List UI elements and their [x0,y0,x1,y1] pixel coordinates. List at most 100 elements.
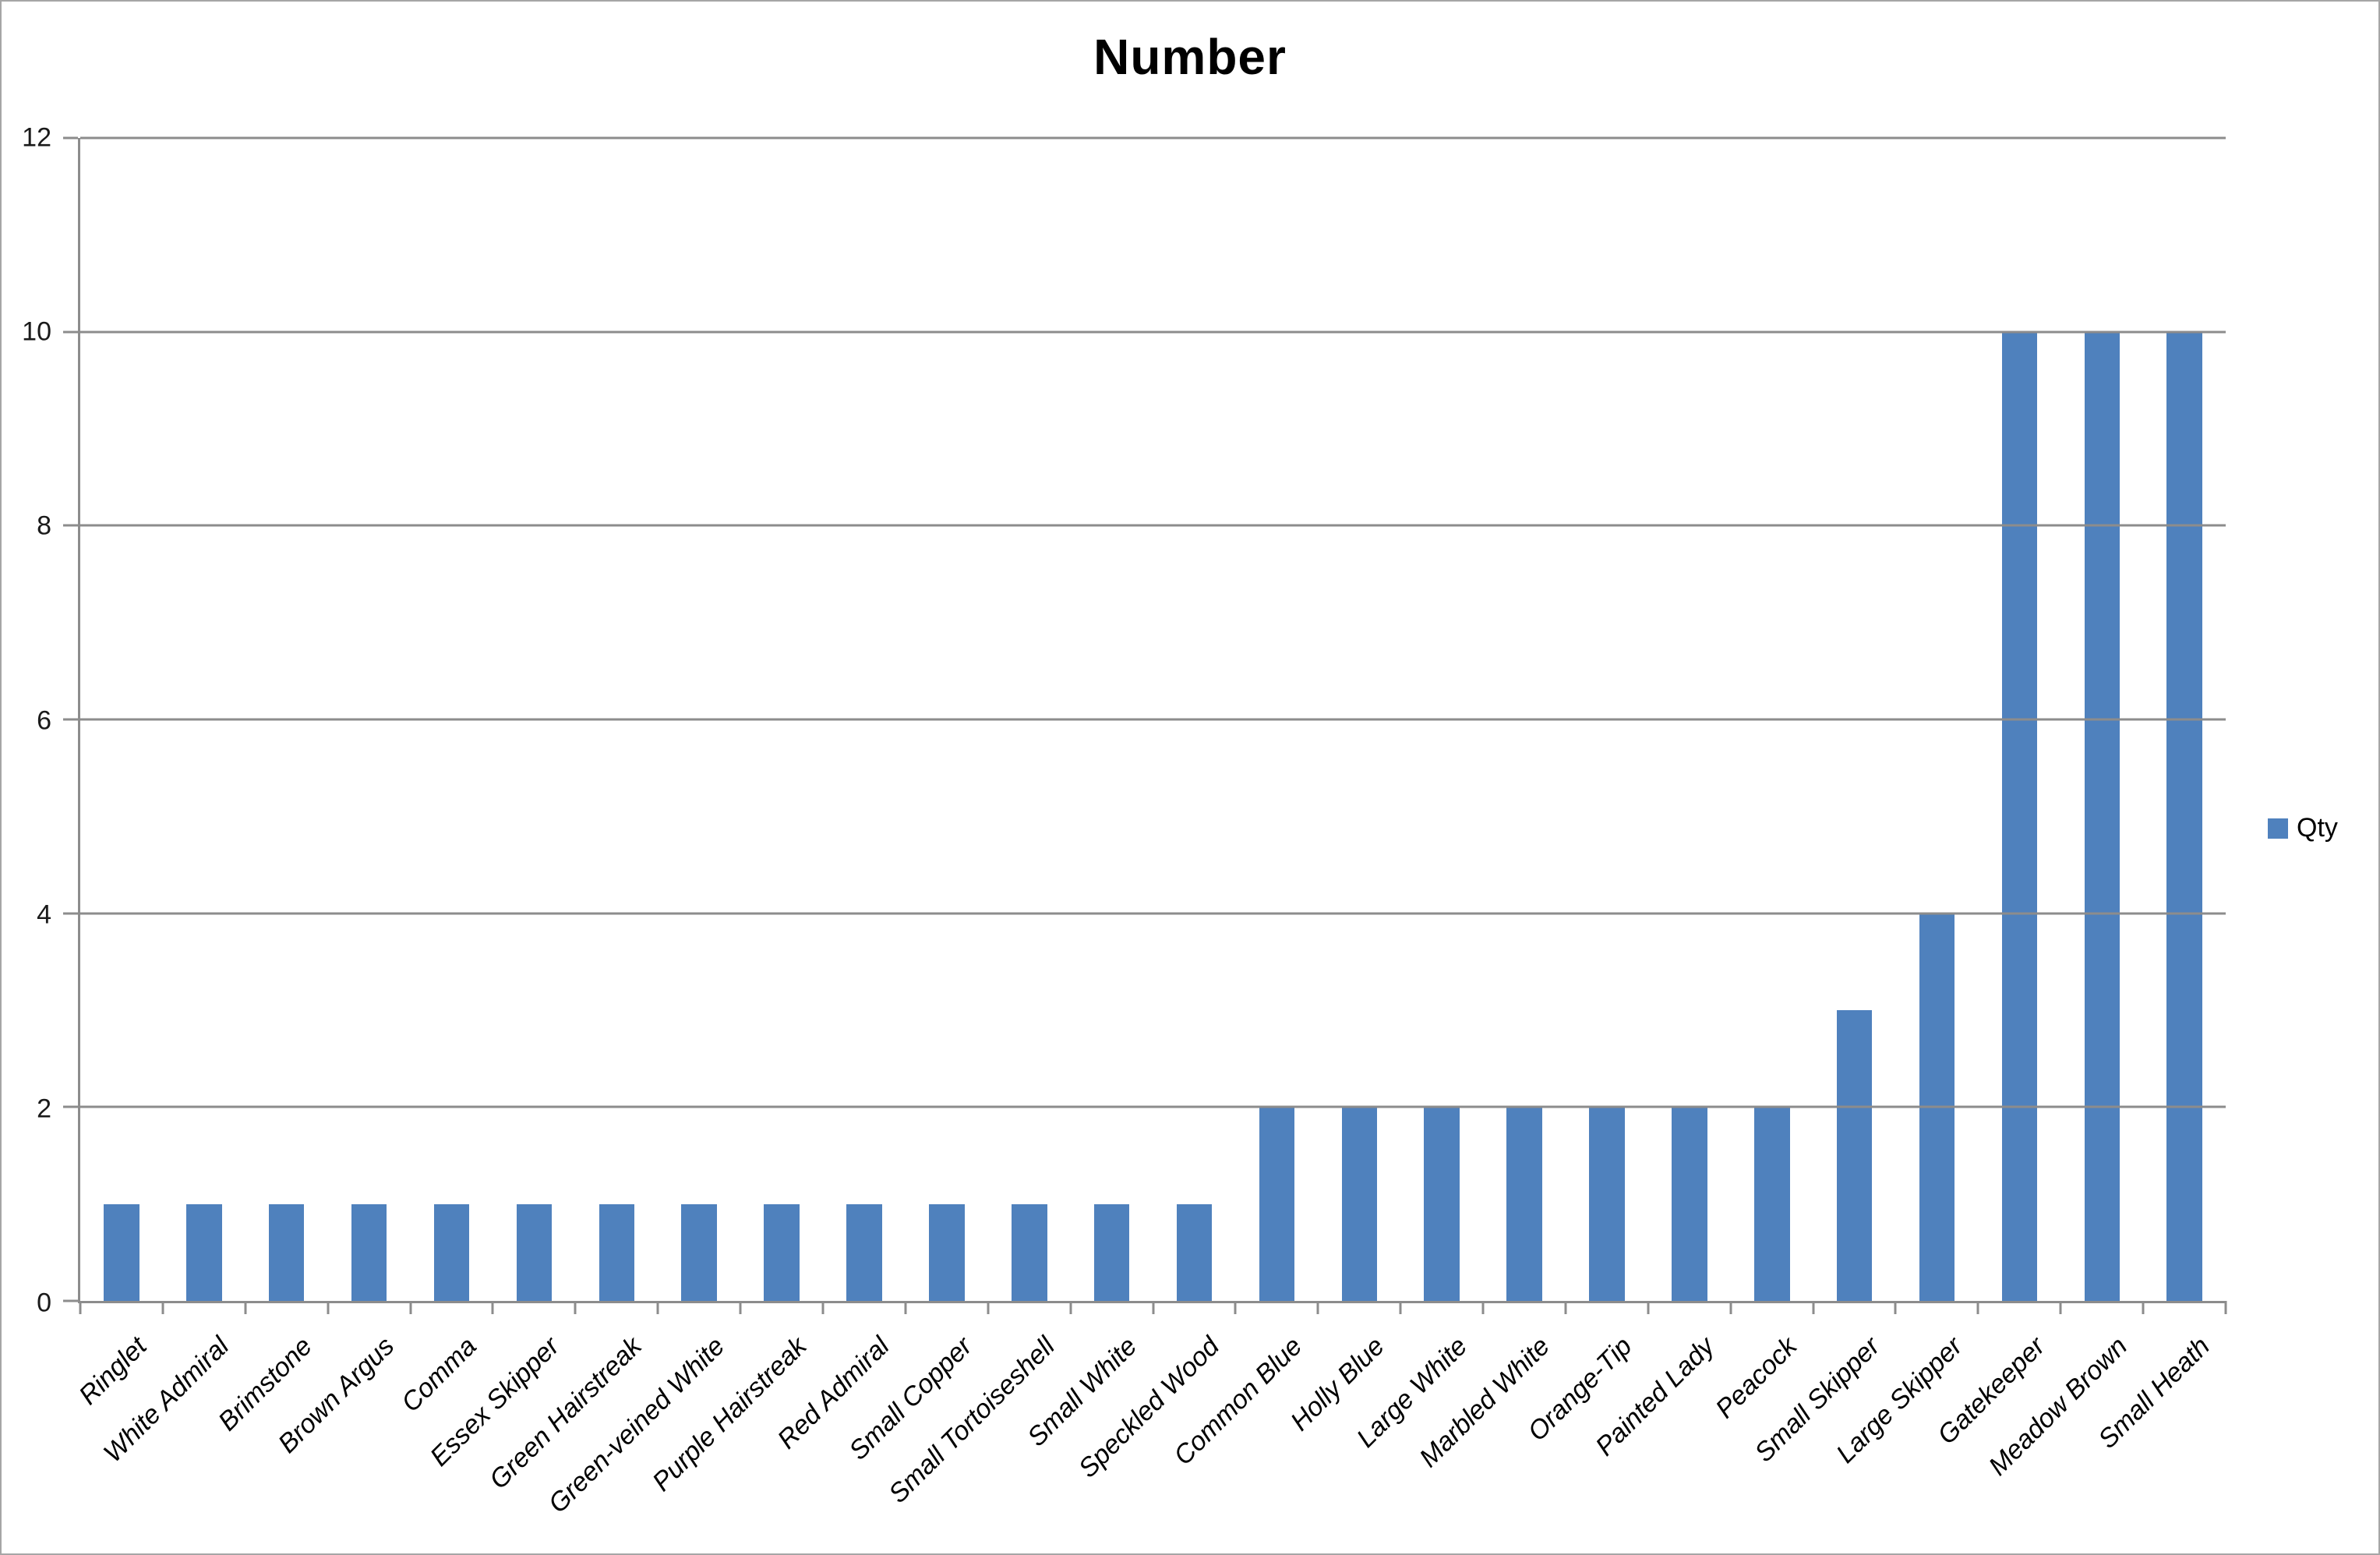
bar-slot [1318,138,1400,1301]
bar-slot [411,138,493,1301]
x-axis-category-label: Ringlet [73,1331,153,1411]
x-axis-tick [574,1301,577,1314]
x-axis-tick [821,1301,825,1314]
bar [1672,1107,1707,1301]
bar-slot [906,138,988,1301]
gridline [80,912,2226,915]
x-axis-tick [244,1301,247,1314]
x-axis-tick [739,1301,742,1314]
bar [433,1203,470,1301]
y-axis-tick [63,136,78,140]
x-axis-tick [904,1301,907,1314]
bar [599,1203,635,1301]
x-axis-tick [1564,1301,1567,1314]
x-axis-tick [161,1301,164,1314]
x-axis-tick [2142,1301,2145,1314]
gridline [80,1105,2226,1108]
bar-slot [328,138,411,1301]
x-axis-category-label: Meadow Brown [1983,1331,2134,1482]
x-axis-labels: Ringlet White Admiral Brimstone Brown Argus… [73,1327,2223,1553]
y-axis-labels: 0 2 4 6 8 10 12 [2,123,51,1318]
y-axis-tick-label: 2 [37,1094,51,1124]
bar-slot [1648,138,1731,1301]
bar-slot [493,138,575,1301]
bar-slot [1978,138,2060,1301]
y-axis-tick-label: 10 [22,316,51,347]
y-axis-tick [63,1299,78,1302]
bar [1589,1107,1625,1301]
x-axis-tick [1316,1301,1319,1314]
gridline [80,524,2226,527]
x-axis-tick [656,1301,659,1314]
bar-slot [2143,138,2226,1301]
bar-slot [1566,138,1648,1301]
gridline [80,330,2226,334]
bar [268,1203,305,1301]
bar-slot [1400,138,1483,1301]
x-axis-tick [1894,1301,1897,1314]
x-axis-tick [1152,1301,1154,1314]
x-axis-tick [327,1301,330,1314]
bar-slot [80,138,163,1301]
legend-swatch-icon [2268,818,2288,839]
bar [681,1203,717,1301]
legend: Qty [2268,813,2338,843]
y-axis-tick [63,1105,78,1108]
bar [1753,1107,1790,1301]
bar [1424,1107,1460,1301]
bar-slot [2060,138,2143,1301]
x-axis-category-label: Green Hairstreak [484,1331,648,1495]
bar-slot [1153,138,1236,1301]
x-axis-tick [491,1301,494,1314]
bar-slot [740,138,823,1301]
bar [846,1203,882,1301]
y-axis-tick-label: 6 [37,705,51,735]
x-axis-tick [1234,1301,1237,1314]
y-axis-tick [63,330,78,334]
x-axis-tick [1976,1301,1979,1314]
bar [1176,1203,1213,1301]
y-axis-tick [63,912,78,915]
x-axis-category-label: Purple Hairstreak [647,1331,813,1497]
bar-slot [1731,138,1813,1301]
x-axis-tick [1399,1301,1402,1314]
bar-slot [988,138,1071,1301]
y-axis-tick-label: 12 [22,122,51,153]
bar [764,1203,800,1301]
x-axis-tick [1481,1301,1485,1314]
y-axis-tick-label: 0 [37,1288,51,1318]
y-axis-tick-label: 4 [37,899,51,930]
x-axis-tick [1647,1301,1650,1314]
chart-title: Number [1093,29,1287,85]
bar [516,1203,553,1301]
bar [104,1203,139,1301]
x-axis-tick [1812,1301,1815,1314]
bar [2166,331,2202,1301]
bar-slot [658,138,740,1301]
y-axis-tick [63,524,78,527]
x-axis-tick [1729,1301,1732,1314]
plot-area [63,136,2227,1314]
y-axis-tick-label: 8 [37,511,51,541]
x-axis-tick [2059,1301,2062,1314]
bar-slot [823,138,906,1301]
bar [929,1203,965,1301]
bar [1836,1010,1873,1301]
gridline [80,718,2226,721]
bar [1011,1203,1047,1301]
bar-slot [163,138,245,1301]
bar-slot [1483,138,1566,1301]
x-axis-tick [409,1301,412,1314]
bar [2084,331,2120,1301]
y-axis-tick [63,718,78,721]
bar [351,1203,387,1301]
x-axis-tick [1069,1301,1072,1314]
bar [1341,1107,1378,1301]
bar [1506,1107,1542,1301]
x-axis-tick [2224,1301,2227,1314]
x-axis-tick [987,1301,990,1314]
bar-slot [575,138,658,1301]
bar [1259,1107,1295,1301]
legend-label: Qty [2297,813,2338,843]
